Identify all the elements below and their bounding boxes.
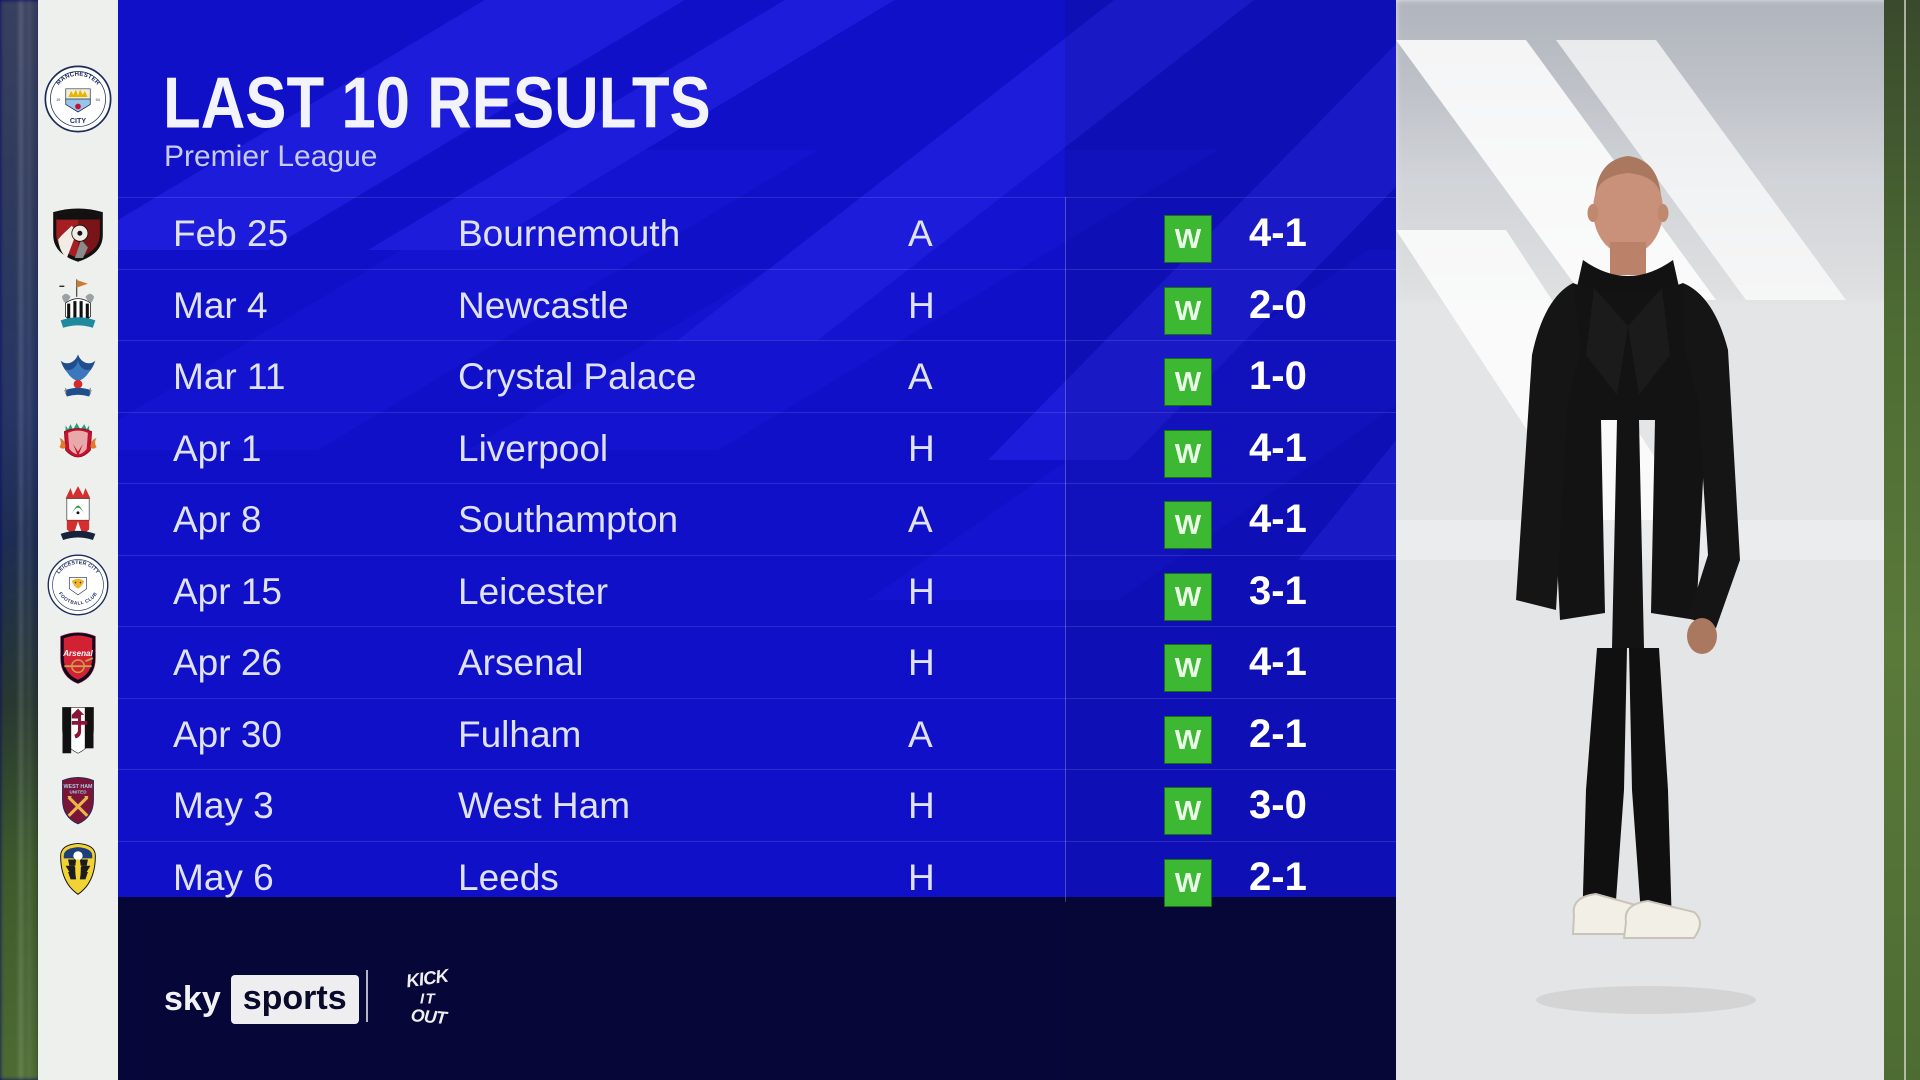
svg-text:CITY: CITY — [70, 117, 86, 125]
svg-text:UNITED: UNITED — [69, 790, 87, 795]
svg-text:KICK: KICK — [405, 964, 452, 991]
svg-text:OUT: OUT — [410, 1005, 450, 1028]
svg-text:IT: IT — [420, 990, 437, 1007]
svg-text:94: 94 — [96, 98, 100, 102]
svg-text:19: 19 — [56, 98, 60, 102]
svg-text:Arsenal: Arsenal — [62, 649, 93, 658]
